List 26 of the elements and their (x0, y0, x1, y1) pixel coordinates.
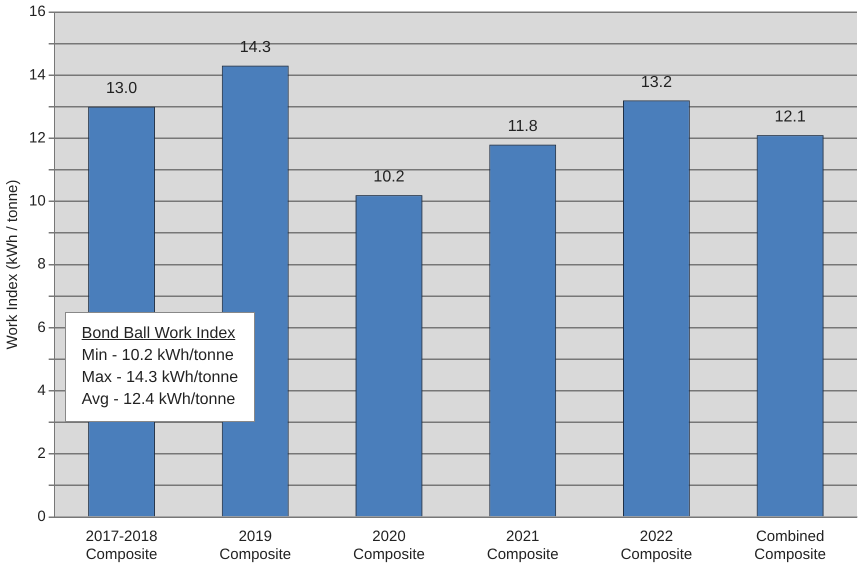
data-label: 11.8 (508, 118, 538, 135)
x-tick-label: Combined Composite (754, 528, 826, 564)
y-axis-title: Work Index (kWh / tonne) (4, 180, 22, 350)
data-label: 12.1 (774, 108, 806, 126)
y-tick-label: 14 (28, 66, 46, 84)
annotation: Max - 14.3 kWh/tonne (82, 368, 238, 388)
y-tick-label: 16 (28, 3, 46, 20)
y-tick-label: 10 (28, 192, 46, 210)
x-tick-label: 2021 Composite (486, 528, 559, 564)
y-tick-label: 8 (37, 256, 46, 273)
x-tick-label: 2020 Composite (353, 528, 425, 564)
data-label: 10.2 (373, 168, 405, 186)
y-tick-label: 4 (37, 382, 46, 399)
annotation: Bond Ball Work Index (82, 324, 236, 344)
y-tick-label: 2 (37, 445, 46, 462)
data-label: 13.2 (640, 74, 672, 91)
data-label: 14.3 (240, 39, 271, 56)
x-tick-label: 2022 Composite (620, 528, 692, 564)
y-tick-label: 0 (37, 508, 46, 526)
x-tick-label: 2017-2018 Composite (86, 528, 158, 564)
data-label: 13.0 (106, 80, 138, 98)
x-tick-label: 2019 Composite (219, 528, 292, 564)
y-tick-label: 12 (28, 129, 46, 146)
annotation: Avg - 12.4 kWh/tonne (82, 390, 236, 410)
annotation: Min - 10.2 kWh/tonne (82, 346, 235, 366)
y-tick-label: 6 (37, 318, 46, 336)
